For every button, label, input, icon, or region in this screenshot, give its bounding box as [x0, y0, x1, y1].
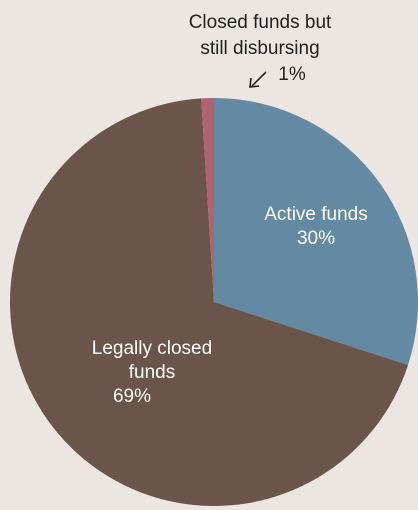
slice-label-active: Active funds 30% [264, 204, 368, 249]
slice-label-line: 69% [113, 386, 151, 407]
slice-label-line: still disbursing [200, 38, 319, 59]
slice-label-line: 30% [297, 228, 335, 249]
slice-label-line: Active funds [264, 204, 368, 225]
pie-slice-legally_closed [10, 98, 409, 506]
callout-arrow-line [251, 71, 267, 87]
callout-arrow-head [249, 77, 260, 88]
callout [249, 71, 267, 88]
pie-slices [10, 98, 418, 506]
slice-label-legally_closed: Legally closed funds 69% [92, 338, 212, 407]
slice-label-closed_disbursing: Closed funds but still disbursing 1% [189, 12, 332, 85]
slice-label-line: Legally closed [92, 338, 212, 359]
pie-slice-closed_disbursing [201, 98, 214, 302]
pie-slice-active [214, 98, 418, 366]
slice-label-line: funds [129, 362, 175, 383]
slice-labels: Active funds 30% Legally closed funds 69% Clo… [92, 12, 368, 407]
slice-label-line: 1% [278, 64, 306, 85]
slice-label-line: Closed funds but [189, 12, 332, 33]
